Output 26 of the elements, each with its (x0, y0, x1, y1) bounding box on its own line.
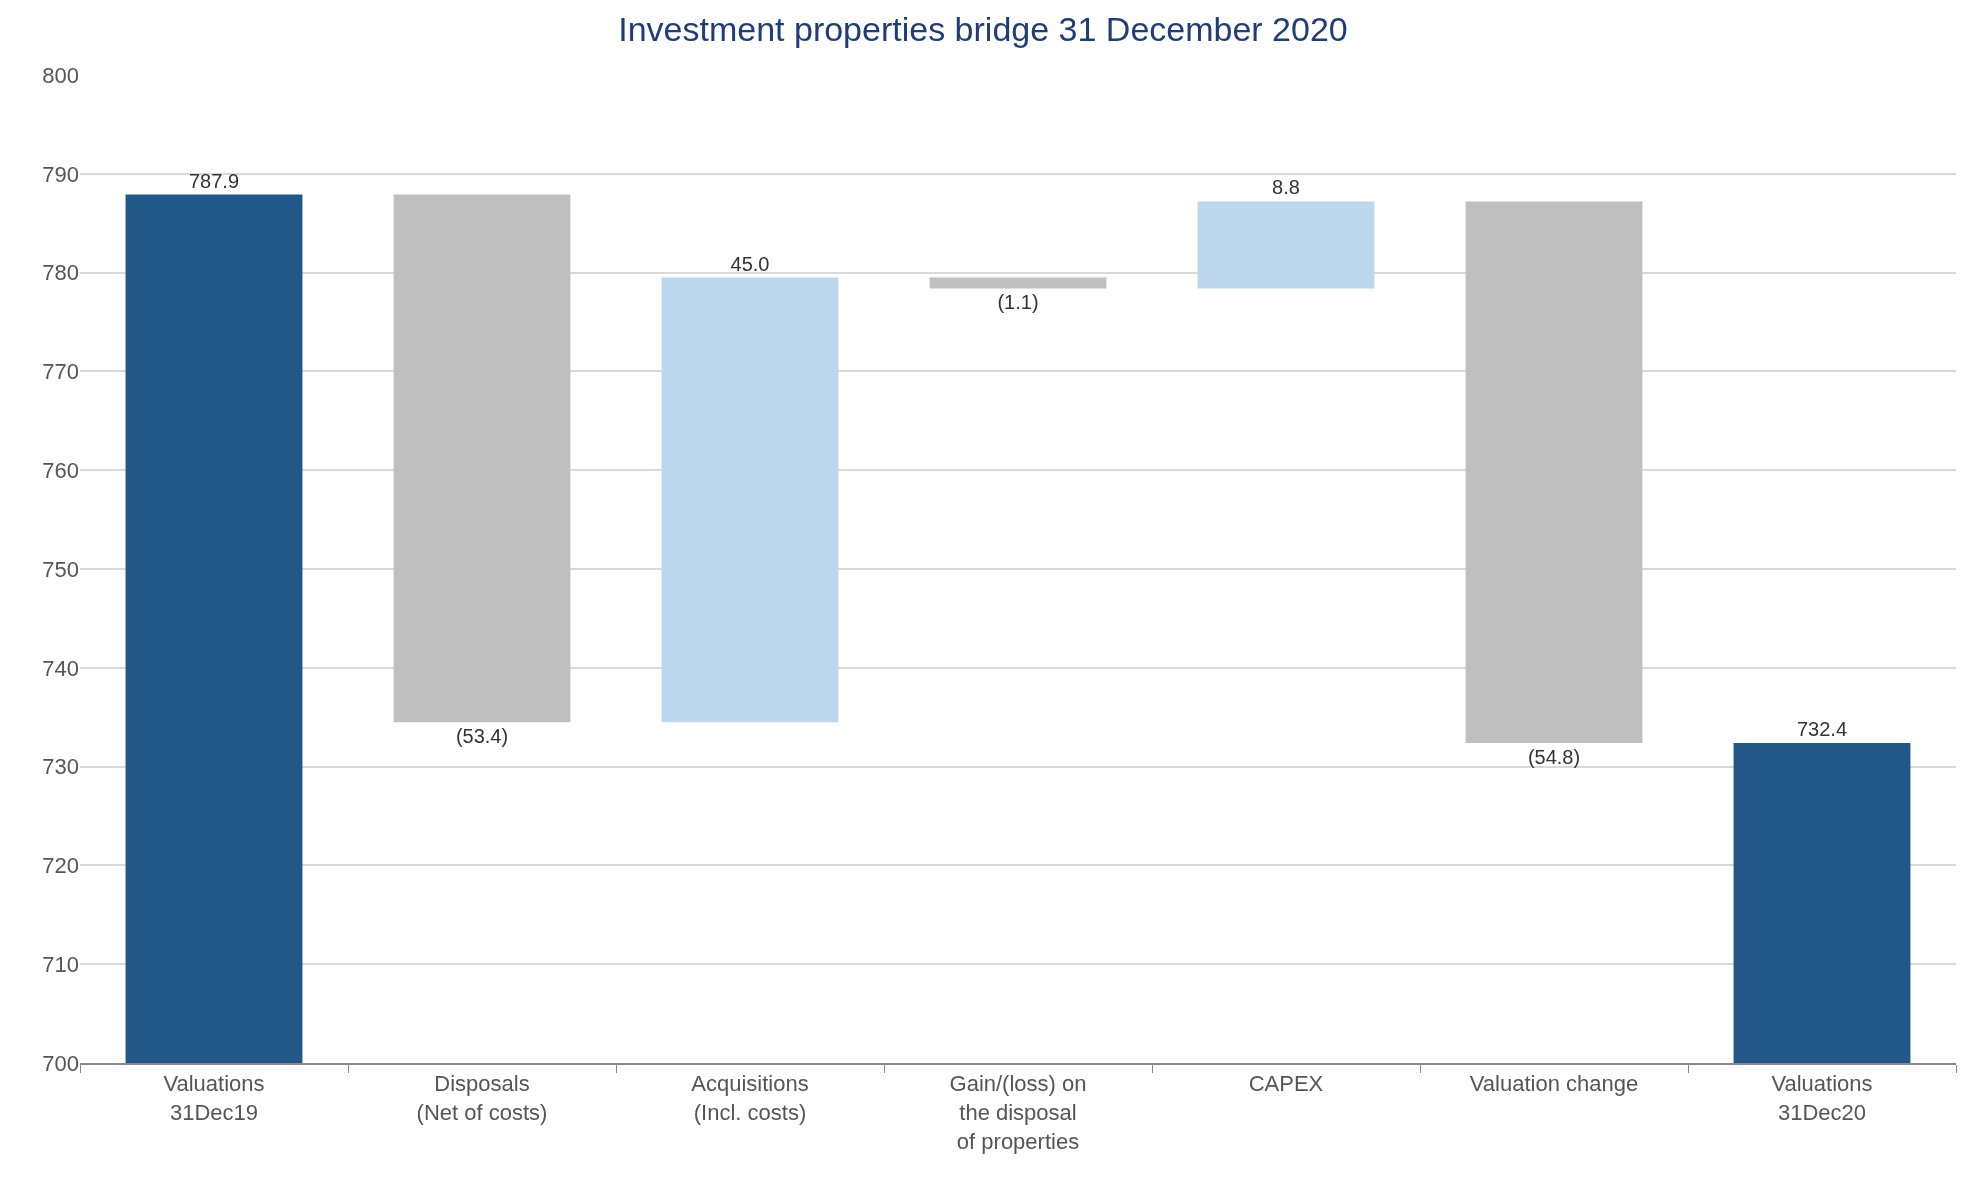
x-tick-label: Valuations 31Dec20 (1771, 1071, 1873, 1125)
data-label: (1.1) (997, 291, 1039, 314)
data-label: 787.9 (188, 169, 240, 192)
y-tick-label: 710 (42, 951, 79, 977)
x-tick-label: Disposals (Net of costs) (416, 1071, 548, 1125)
x-tick-label: Gain/(loss) on the disposal of properties (949, 1071, 1087, 1154)
x-tick-label: CAPEX (1248, 1071, 1324, 1097)
data-label: 45.0 (730, 252, 770, 275)
x-tick-label: Valuations 31Dec19 (163, 1071, 265, 1125)
y-tick-label: 720 (42, 853, 79, 879)
x-tick-label: Acquisitions (Incl. costs) (691, 1071, 809, 1125)
y-tick-label: 730 (42, 754, 79, 780)
y-tick-label: 780 (42, 260, 79, 286)
y-tick-label: 800 (42, 62, 79, 88)
x-tick-label: Valuation change (1469, 1071, 1639, 1097)
data-label: 732.4 (1796, 717, 1848, 740)
chart-title: Investment properties bridge 31 December 2020 (618, 10, 1348, 49)
data-label: (54.8) (1527, 745, 1581, 768)
y-tick-label: 740 (42, 655, 79, 681)
data-label: 8.8 (1272, 176, 1300, 199)
data-label: (53.4) (455, 725, 509, 748)
y-tick-label: 790 (42, 161, 79, 187)
y-tick-label: 750 (42, 556, 79, 582)
y-tick-label: 770 (42, 359, 79, 385)
y-tick-label: 700 (42, 1050, 79, 1076)
y-tick-label: 760 (42, 457, 79, 483)
